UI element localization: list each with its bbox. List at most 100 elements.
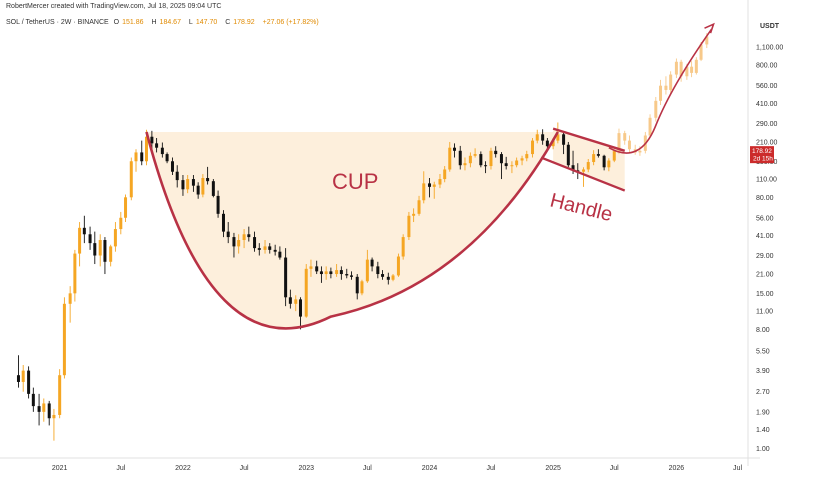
candle-body — [288, 297, 292, 304]
candle-body — [370, 259, 374, 267]
candle-body — [525, 154, 529, 159]
handle-annotation: Handle — [548, 190, 615, 227]
candle-body — [551, 140, 555, 147]
candle — [535, 129, 539, 144]
candle-body — [556, 134, 560, 141]
candle-body — [335, 270, 339, 275]
candle-body — [206, 178, 210, 182]
candle — [494, 146, 498, 158]
candle-body — [27, 370, 31, 394]
candle-body — [339, 270, 343, 275]
candle — [428, 178, 432, 198]
candle — [309, 259, 313, 277]
candle-body — [705, 36, 709, 45]
handle-lower-line — [540, 156, 626, 192]
candle-body — [592, 154, 596, 163]
candle — [335, 264, 339, 277]
candle — [324, 266, 328, 280]
x-tick-label: 2022 — [175, 465, 191, 472]
candle — [339, 266, 343, 280]
candle — [562, 131, 566, 155]
candle-body — [391, 275, 395, 280]
candle-body — [417, 200, 421, 214]
candle — [201, 174, 205, 198]
candle — [443, 166, 447, 183]
candle-body — [221, 213, 225, 232]
x-tick-label: 2024 — [422, 465, 438, 472]
candle-body — [155, 143, 159, 148]
y-tick-label: 21.00 — [756, 272, 774, 279]
candle — [489, 147, 493, 170]
projected-candle — [627, 135, 631, 153]
candle-body — [386, 276, 390, 280]
candle-body — [602, 155, 606, 168]
candle-body — [73, 253, 77, 294]
candle — [247, 226, 251, 242]
candle-body — [468, 155, 472, 164]
candle-body — [160, 147, 164, 155]
candle-body — [284, 257, 288, 298]
candle-body — [186, 179, 190, 190]
price-label-bg — [750, 146, 774, 164]
projected-candle — [694, 57, 698, 75]
candle-body — [674, 61, 678, 75]
candle — [468, 152, 472, 168]
candle-body — [124, 197, 128, 218]
ohlc-low: L 147.70 — [189, 19, 220, 26]
candle — [16, 355, 20, 388]
candle-body — [150, 136, 154, 144]
candle-body — [21, 370, 25, 382]
candle — [360, 279, 364, 296]
candle-body — [452, 147, 456, 151]
candle — [407, 211, 411, 241]
candle-body — [699, 44, 703, 60]
candle — [370, 257, 374, 272]
candle-body — [144, 136, 148, 162]
candle-body — [396, 256, 400, 276]
candle-body — [109, 246, 113, 262]
candle-body — [237, 240, 241, 247]
low-label: L — [188, 19, 193, 26]
price-unit-label: USDT — [760, 23, 780, 30]
candle — [381, 270, 385, 280]
candle-body — [31, 393, 35, 407]
candle-body — [129, 161, 133, 198]
candle-body — [694, 59, 698, 73]
candle — [273, 244, 277, 256]
candle-body — [62, 303, 66, 376]
y-tick-label: 800.00 — [756, 63, 778, 70]
candle — [191, 175, 195, 192]
candle-body — [355, 276, 359, 294]
candle — [216, 190, 220, 218]
candle — [612, 149, 616, 163]
candle — [315, 260, 319, 275]
candle-body — [103, 240, 107, 262]
candle — [253, 231, 257, 252]
cup-annotation: CUP — [332, 169, 378, 194]
candle-body — [607, 160, 611, 168]
close-label: C — [225, 19, 231, 26]
projection-arrowhead — [704, 22, 715, 34]
candle-body — [582, 169, 586, 172]
candle-body — [586, 162, 590, 170]
candle-body — [376, 266, 380, 275]
ohlc-open: O 151.86 — [114, 19, 147, 26]
candle-body — [612, 151, 616, 161]
candle — [329, 267, 333, 279]
candle-body — [365, 259, 369, 282]
candle — [288, 289, 292, 309]
candle-body — [257, 248, 261, 250]
candle-body — [78, 227, 82, 254]
candle — [607, 158, 611, 172]
candle-body — [278, 251, 282, 258]
candle — [541, 129, 545, 145]
candle — [186, 175, 190, 194]
candle — [242, 229, 246, 249]
candle — [438, 174, 442, 189]
candle-body — [520, 158, 524, 161]
candle-body — [638, 150, 642, 153]
y-tick-label: 5.50 — [756, 348, 770, 355]
candle-body — [134, 152, 138, 162]
